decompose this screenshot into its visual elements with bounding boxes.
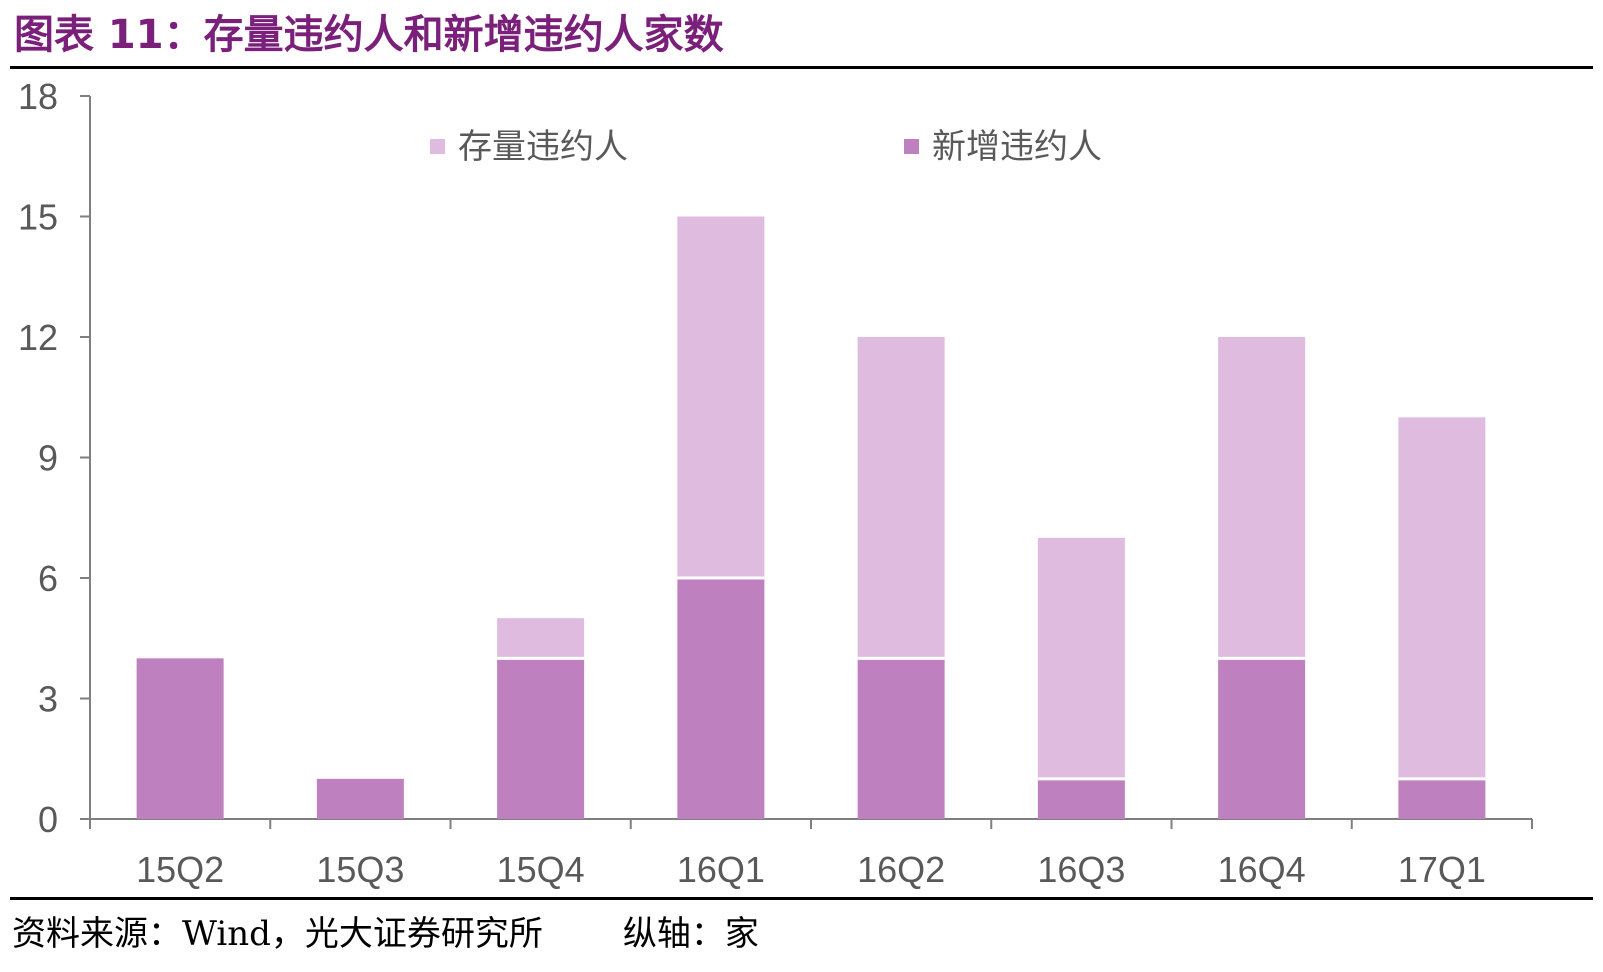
- x-tick-label: 16Q2: [857, 849, 945, 890]
- x-tick-label: 15Q3: [316, 849, 404, 890]
- bar-new-16Q3: [1037, 778, 1125, 819]
- y-tick-label: 15: [18, 197, 58, 238]
- chart-title: 图表 11：存量违约人和新增违约人家数: [14, 12, 724, 58]
- y-tick-label: 18: [18, 76, 58, 117]
- y-tick-label: 9: [38, 438, 58, 479]
- legend-swatch-new: [904, 139, 919, 154]
- legend: 存量违约人 新增违约人: [430, 127, 1102, 167]
- bar-new-15Q4: [497, 658, 585, 819]
- axes: [80, 95, 1533, 829]
- y-tick-label: 0: [38, 799, 58, 840]
- x-tick-label: 15Q2: [136, 849, 224, 890]
- bar-new-16Q1: [677, 578, 765, 819]
- bar-existing-15Q4: [497, 618, 585, 659]
- bar-new-15Q3: [316, 778, 404, 819]
- x-tick-label: 16Q3: [1037, 849, 1125, 890]
- footer-divider: [10, 897, 1593, 900]
- y-tick-label: 6: [38, 558, 58, 599]
- x-tick-label: 16Q1: [677, 849, 765, 890]
- bar-existing-16Q2: [857, 337, 945, 659]
- x-tick-label: 15Q4: [497, 849, 585, 890]
- stacked-bar-chart: 存量违约人 新增违约人 0 3 6 9 12 15 18 15Q2 15Q3 15Q4 16Q1 16…: [18, 76, 1533, 890]
- footer: 资料来源：Wind，光大证券研究所 纵轴：家: [12, 906, 759, 955]
- bar-new-16Q2: [857, 658, 945, 819]
- bar-existing-17Q1: [1398, 417, 1486, 779]
- bar-new-15Q2: [136, 658, 224, 819]
- bar-existing-16Q1: [677, 216, 765, 578]
- y-tick-label: 12: [18, 317, 58, 358]
- x-tick-label: 16Q4: [1218, 849, 1306, 890]
- legend-label-existing: 存量违约人: [458, 127, 628, 167]
- bar-existing-16Q4: [1218, 337, 1306, 659]
- bars: [136, 216, 1486, 819]
- bar-new-16Q4: [1218, 658, 1306, 819]
- legend-swatch-existing: [430, 139, 445, 154]
- legend-label-new: 新增违约人: [932, 127, 1102, 167]
- bar-new-17Q1: [1398, 778, 1486, 819]
- bar-existing-16Q3: [1037, 537, 1125, 779]
- tick-labels: 0 3 6 9 12 15 18 15Q2 15Q3 15Q4 16Q1 16Q2 16Q3 16Q4 17…: [18, 76, 1486, 890]
- x-tick-label: 17Q1: [1398, 849, 1486, 890]
- unit-note: 纵轴：家: [622, 914, 759, 954]
- source-note: 资料来源：Wind，光大证券研究所: [12, 914, 543, 954]
- title-divider: [10, 66, 1593, 69]
- y-tick-label: 3: [38, 679, 58, 720]
